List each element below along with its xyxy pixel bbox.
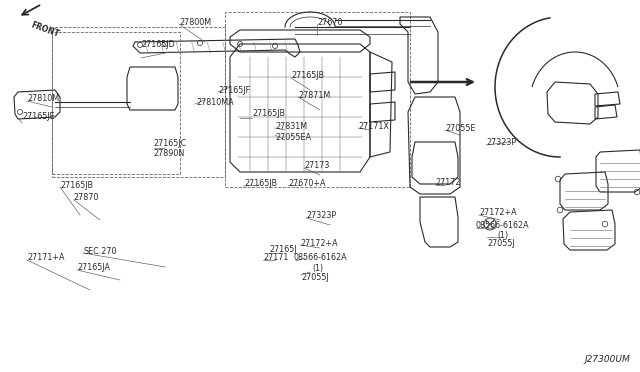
Text: 27890N: 27890N bbox=[153, 148, 184, 157]
Text: 27172+A: 27172+A bbox=[479, 208, 516, 217]
Text: 27171+A: 27171+A bbox=[27, 253, 65, 263]
Text: 27165JB: 27165JB bbox=[60, 180, 93, 189]
Text: 27165JA: 27165JA bbox=[77, 263, 110, 273]
Text: 27323P: 27323P bbox=[306, 211, 336, 219]
Text: 27172: 27172 bbox=[435, 177, 461, 186]
Text: SEC.270: SEC.270 bbox=[83, 247, 116, 256]
Text: 27810MA: 27810MA bbox=[196, 97, 234, 106]
Text: J27300UM: J27300UM bbox=[584, 355, 630, 364]
Text: 27323P: 27323P bbox=[486, 138, 516, 147]
Text: 27670: 27670 bbox=[317, 17, 342, 26]
Text: 27165JE: 27165JE bbox=[22, 112, 54, 121]
Text: 27870: 27870 bbox=[73, 192, 99, 202]
Text: 27165JF: 27165JF bbox=[218, 86, 250, 94]
Text: 27165JB: 27165JB bbox=[252, 109, 285, 118]
Text: 27670+A: 27670+A bbox=[288, 179, 326, 187]
Text: 27800M: 27800M bbox=[179, 17, 211, 26]
Text: 27165JD: 27165JD bbox=[141, 39, 175, 48]
Text: 27055J: 27055J bbox=[301, 273, 329, 282]
Text: (1): (1) bbox=[497, 231, 508, 240]
Text: 27165J: 27165J bbox=[269, 246, 296, 254]
Text: 27173: 27173 bbox=[304, 160, 330, 170]
Text: 27831M: 27831M bbox=[275, 122, 307, 131]
Text: (1): (1) bbox=[312, 263, 323, 273]
Text: 27165JB: 27165JB bbox=[244, 179, 277, 187]
Text: 27871M: 27871M bbox=[298, 90, 330, 99]
Text: 27055J: 27055J bbox=[487, 238, 515, 247]
Text: FRONT: FRONT bbox=[30, 20, 61, 39]
Text: 27171X: 27171X bbox=[358, 122, 389, 131]
Text: 27055EA: 27055EA bbox=[275, 132, 311, 141]
Text: 27165JC: 27165JC bbox=[153, 138, 186, 148]
Text: 08566-6162A: 08566-6162A bbox=[476, 221, 530, 230]
Text: 08566-6162A: 08566-6162A bbox=[294, 253, 348, 263]
Text: 27171: 27171 bbox=[263, 253, 289, 263]
Text: 27810M: 27810M bbox=[27, 93, 59, 103]
Text: 27165JB: 27165JB bbox=[291, 71, 324, 80]
Text: 27055E: 27055E bbox=[445, 124, 476, 132]
Text: 27172+A: 27172+A bbox=[300, 238, 338, 247]
